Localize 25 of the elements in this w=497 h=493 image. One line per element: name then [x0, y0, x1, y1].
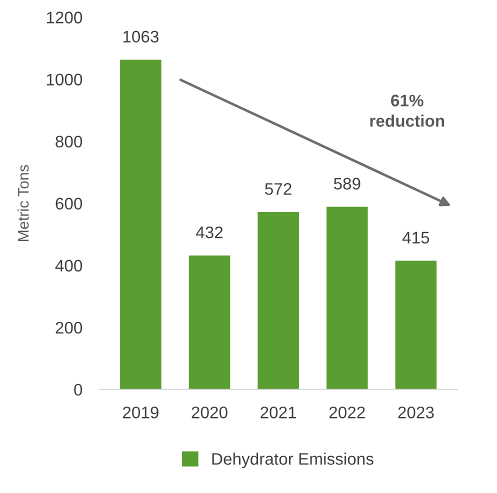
bar [395, 260, 437, 390]
data-label: 432 [196, 226, 223, 238]
data-label: 415 [402, 232, 430, 244]
x-tick-label: 2022 [329, 406, 365, 418]
x-tick-label: 2021 [260, 406, 296, 418]
x-tick-label: 2023 [398, 406, 434, 418]
legend-label: Dehydrator Emissions [212, 452, 374, 468]
y-tick-label: 1200 [46, 12, 82, 24]
data-label: 572 [265, 183, 292, 195]
y-tick-label: 400 [55, 260, 82, 272]
data-label: 1063 [123, 30, 158, 43]
bar [258, 212, 299, 390]
bar [326, 206, 368, 390]
annotation: 61% reduction [370, 94, 444, 127]
y-tick-label: 200 [56, 322, 82, 334]
y-tick-label: 1000 [46, 74, 82, 86]
y-tick-label: 600 [56, 198, 82, 210]
x-tick-label: 2019 [122, 406, 158, 418]
bar [188, 255, 230, 390]
bar [120, 60, 162, 390]
x-tick-label: 2020 [192, 406, 228, 418]
y-axis-title: Metric Tons [18, 164, 29, 242]
y-tick-label: 800 [56, 136, 82, 148]
data-label: 589 [334, 178, 360, 190]
y-tick-label: 0 [74, 384, 82, 396]
